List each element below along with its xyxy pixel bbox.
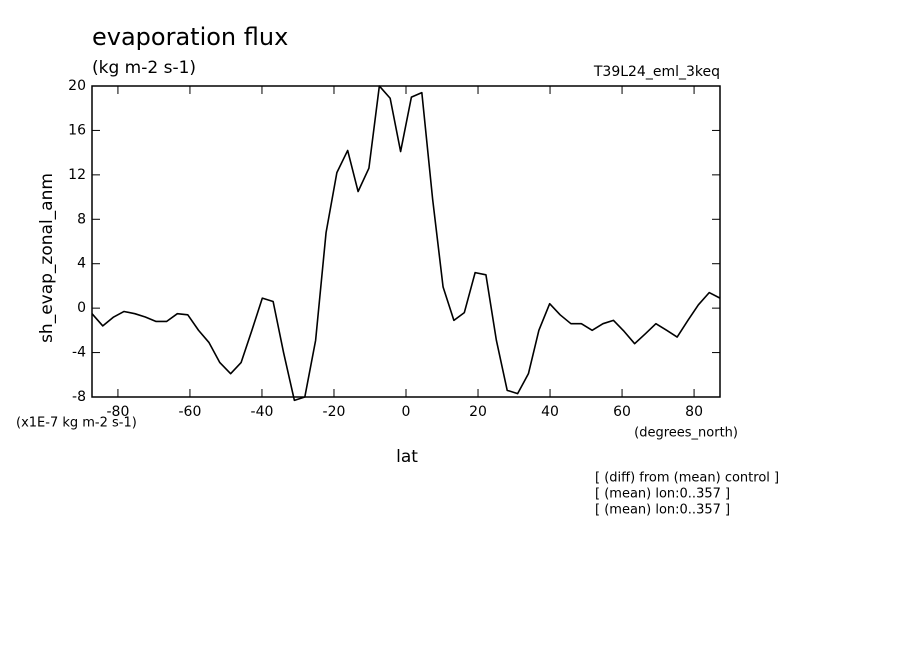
x-tick-label: -60 (179, 404, 202, 420)
x-tick-label: -80 (106, 404, 129, 420)
chart-title: evaporation flux (92, 23, 288, 51)
y-tick-label: -8 (72, 389, 86, 405)
x-tick-label: 40 (541, 404, 559, 420)
x-tick-label: 0 (402, 404, 411, 420)
y-tick-label: 20 (68, 78, 86, 94)
y-tick-label: 8 (77, 211, 86, 227)
data-line (91, 85, 721, 402)
x-axis-label: lat (396, 447, 418, 467)
y-units: (x1E-7 kg m-2 s-1) (16, 416, 137, 431)
chart-subtitle: (kg m-2 s-1) (92, 58, 196, 78)
x-tick-label: 60 (613, 404, 631, 420)
note: [ (mean) lon:0..357 ] (595, 487, 730, 502)
x-tick-label: 80 (685, 404, 703, 420)
x-units: (degrees_north) (634, 426, 738, 441)
x-tick-label: -40 (251, 404, 274, 420)
x-tick-label: 20 (469, 404, 487, 420)
y-axis-label: sh_evap_zonal_anm (37, 173, 57, 343)
note: [ (diff) from (mean) control ] (595, 471, 779, 486)
y-tick-label: -4 (72, 345, 86, 361)
y-tick-label: 12 (68, 167, 86, 183)
y-tick-label: 4 (77, 256, 86, 272)
y-tick-label: 0 (77, 300, 86, 316)
y-tick-label: 16 (68, 122, 86, 138)
plot-frame (91, 85, 721, 398)
note: [ (mean) lon:0..357 ] (595, 503, 730, 518)
x-tick-label: -20 (323, 404, 346, 420)
experiment-label: T39L24_eml_3keq (593, 64, 720, 80)
